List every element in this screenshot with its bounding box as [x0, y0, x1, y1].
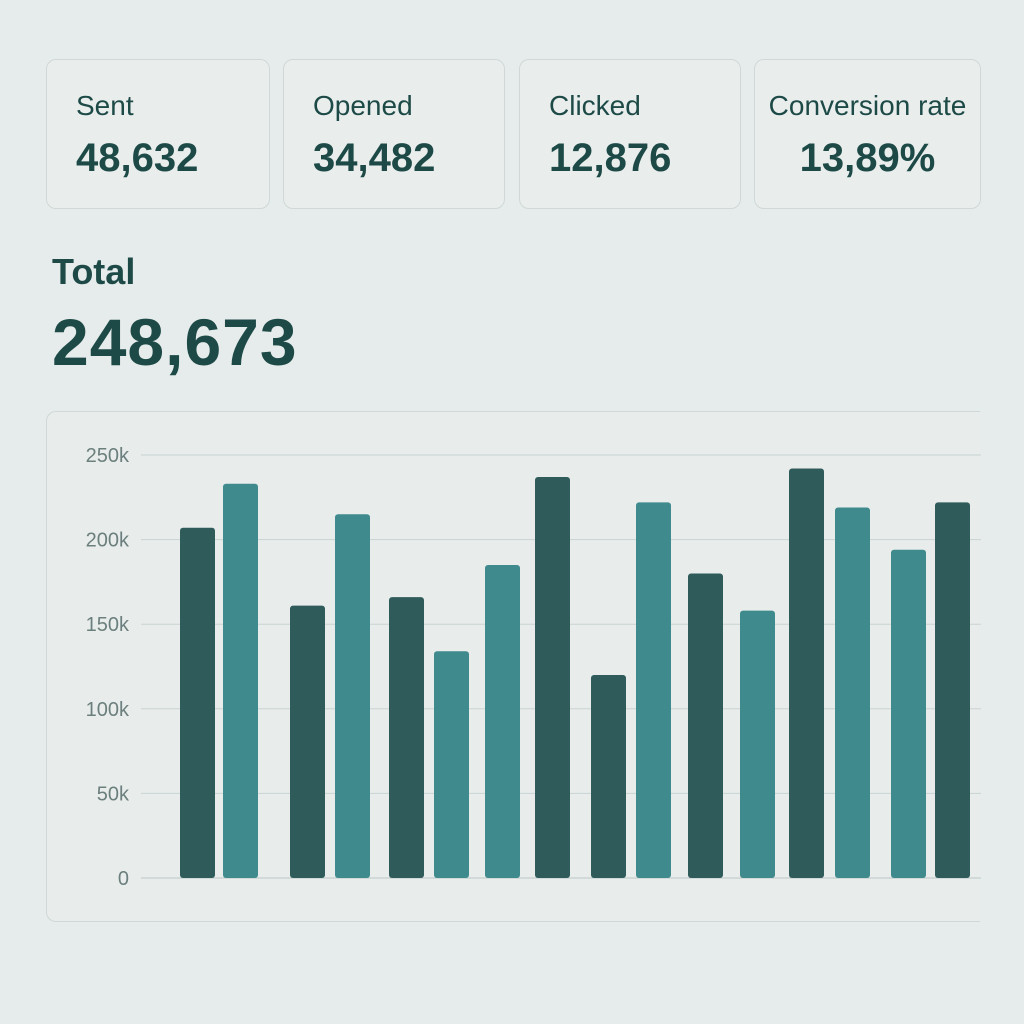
bar: [180, 527, 215, 878]
bar: [935, 502, 970, 878]
total-value: 248,673: [52, 305, 298, 379]
stat-value-sent: 48,632: [76, 136, 199, 180]
bar: [688, 573, 723, 878]
bar: [891, 549, 926, 878]
bar: [485, 564, 520, 878]
bar: [591, 674, 626, 878]
bar: [434, 651, 469, 878]
bar: [389, 597, 424, 878]
stat-card-opened: Opened 34,482: [283, 59, 505, 209]
stat-value-conversion-rate: 13,89%: [799, 136, 936, 180]
total-label: Total: [52, 251, 136, 292]
y-tick-label: 0: [118, 868, 129, 890]
stat-label-clicked: Clicked: [549, 90, 641, 121]
bar: [636, 502, 671, 878]
y-tick-label: 100k: [86, 699, 130, 721]
bar: [335, 514, 370, 878]
bar-chart: 0 50k 100k 150k 200k 250k: [86, 445, 981, 890]
stat-label-conversion-rate: Conversion rate: [768, 90, 967, 121]
bar: [535, 476, 570, 878]
bar: [290, 605, 325, 878]
stat-card-clicked: Clicked 12,876: [519, 59, 741, 209]
stat-value-clicked: 12,876: [549, 136, 672, 180]
y-tick-label: 200k: [86, 530, 130, 552]
bar: [740, 610, 775, 878]
bar: [789, 468, 824, 878]
stat-label-opened: Opened: [313, 90, 413, 121]
chart-panel: 0 50k 100k 150k 200k 250k: [46, 411, 981, 922]
y-tick-label: 250k: [86, 445, 130, 467]
y-tick-label: 50k: [97, 783, 130, 805]
stat-label-sent: Sent: [76, 90, 134, 121]
stat-card-sent: Sent 48,632: [46, 59, 270, 209]
bar: [223, 483, 258, 878]
y-tick-label: 150k: [86, 614, 130, 636]
stat-card-conversion-rate: Conversion rate 13,89%: [754, 59, 981, 209]
bar: [835, 507, 870, 878]
stat-value-opened: 34,482: [313, 136, 436, 180]
